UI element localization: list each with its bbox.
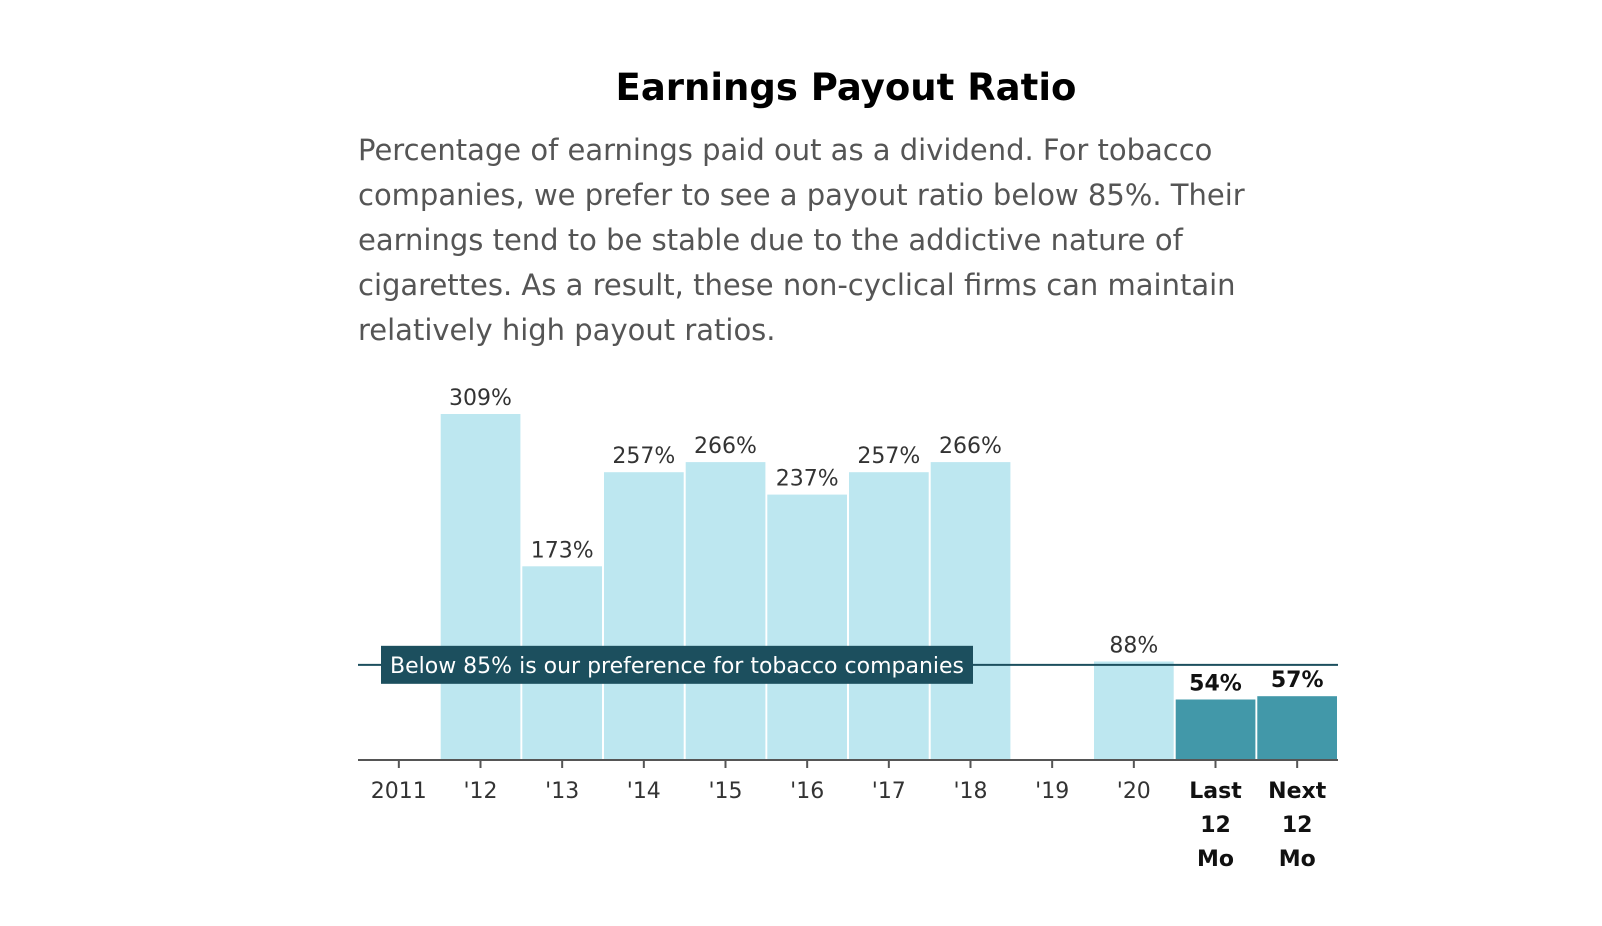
value-label-9: 88% bbox=[1109, 634, 1158, 659]
value-label-6: 257% bbox=[857, 444, 920, 469]
value-label-4: 266% bbox=[694, 434, 757, 459]
bar-3 bbox=[604, 472, 684, 760]
bar-7 bbox=[930, 462, 1011, 760]
chart-title: Earnings Payout Ratio bbox=[615, 66, 1077, 109]
value-label-11: 57% bbox=[1271, 668, 1324, 693]
bar-4 bbox=[685, 462, 766, 760]
bar-6 bbox=[849, 472, 929, 760]
bar-5 bbox=[767, 494, 847, 760]
x-axis-ticks: 2011 '12 '13 '14 '15 '16 '17 '18 '19 '20 Last 12 Mo N… bbox=[371, 760, 1327, 872]
tick-label-2: '13 bbox=[545, 779, 579, 804]
tick-label-11: Next 12 Mo bbox=[1268, 779, 1327, 872]
tick-label-7: '18 bbox=[953, 779, 987, 804]
chart-description: Percentage of earnings paid out as a div… bbox=[358, 133, 1245, 347]
value-label-5: 237% bbox=[776, 467, 839, 492]
bars-group bbox=[440, 414, 1337, 760]
bar-11 bbox=[1257, 696, 1337, 760]
bar-9 bbox=[1094, 661, 1174, 760]
tick-label-4: '15 bbox=[708, 779, 742, 804]
value-label-7: 266% bbox=[939, 434, 1002, 459]
reference-label-box bbox=[381, 645, 973, 684]
tick-label-0: 2011 bbox=[371, 779, 427, 804]
tick-label-3: '14 bbox=[627, 779, 661, 804]
value-label-10: 54% bbox=[1189, 672, 1242, 697]
value-label-2: 173% bbox=[531, 538, 594, 563]
tick-label-9: '20 bbox=[1117, 779, 1151, 804]
value-label-1: 309% bbox=[449, 386, 512, 411]
reference-label: Below 85% is our preference for tobacco … bbox=[390, 654, 964, 679]
tick-label-8: '19 bbox=[1035, 779, 1069, 804]
value-label-3: 257% bbox=[612, 444, 675, 469]
bar-10 bbox=[1175, 699, 1256, 760]
tick-label-10: Last 12 Mo bbox=[1189, 779, 1242, 872]
bar-1 bbox=[440, 414, 521, 760]
tick-label-1: '12 bbox=[463, 779, 497, 804]
value-labels-group: 309% 173% 257% 266% 237% 257% 266% 88% 54% 57% bbox=[449, 386, 1323, 697]
tick-label-6: '17 bbox=[872, 779, 906, 804]
tick-label-5: '16 bbox=[790, 779, 824, 804]
